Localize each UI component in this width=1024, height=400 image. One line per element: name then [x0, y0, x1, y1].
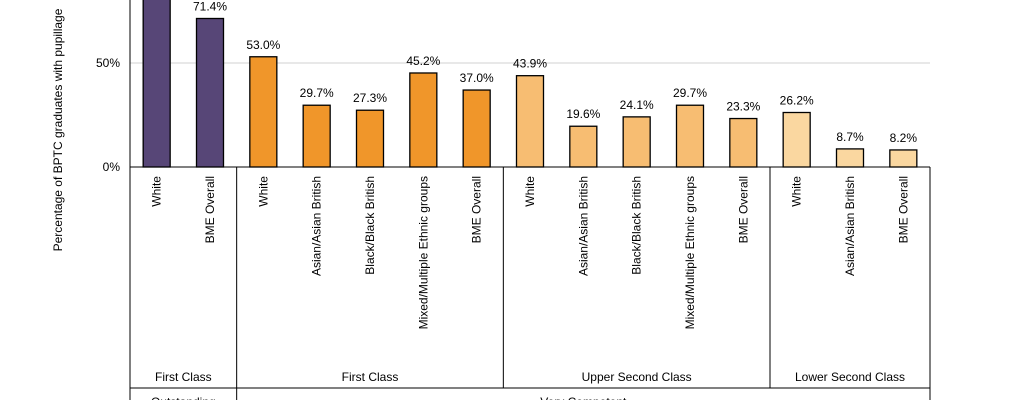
data-label: 24.1% — [620, 98, 654, 112]
y-axis-label: Percentage of BPTC graduates with pupill… — [51, 8, 65, 251]
bar — [355, 109, 385, 168]
category-label: Asian/Asian British — [843, 176, 857, 276]
category-label: Mixed/Multiple Ethnic groups — [683, 176, 697, 329]
category-label: White — [256, 176, 270, 207]
y-tick-label: 0% — [103, 160, 121, 174]
data-label: 43.9% — [513, 57, 547, 71]
bar — [835, 148, 865, 168]
category-label: White — [150, 176, 164, 207]
bar — [622, 116, 651, 168]
bar — [142, 0, 171, 168]
data-label: 29.7% — [300, 86, 334, 100]
bar — [515, 75, 545, 168]
data-label: 27.3% — [353, 91, 387, 105]
category-label: BME Overall — [736, 176, 750, 243]
data-label: 19.6% — [566, 107, 600, 121]
category-label: Black/Black British — [363, 176, 377, 275]
bar — [409, 72, 438, 168]
bar — [782, 111, 811, 168]
data-label: 37.0% — [460, 71, 494, 85]
category-label: Black/Black British — [630, 176, 644, 275]
bar — [462, 89, 491, 168]
data-label: 45.2% — [406, 54, 440, 68]
bar — [889, 149, 918, 168]
degree-group-label: First Class — [342, 370, 399, 384]
category-label: White — [790, 176, 804, 207]
category-label: Asian/Asian British — [576, 176, 590, 276]
y-tick-label: 50% — [96, 56, 120, 70]
category-label: BME Overall — [203, 176, 217, 243]
data-label: 8.7% — [836, 130, 864, 144]
bar — [675, 104, 705, 168]
degree-group-label: First Class — [155, 370, 212, 384]
category-label: BME Overall — [470, 176, 484, 243]
category-label: Asian/Asian British — [310, 176, 324, 276]
data-label: 71.4% — [193, 0, 227, 13]
bar — [302, 104, 331, 168]
bar — [249, 56, 278, 168]
degree-group-label: Upper Second Class — [582, 370, 692, 384]
bar — [729, 117, 758, 168]
degree-group-label: Lower Second Class — [795, 370, 905, 384]
category-label: BME Overall — [896, 176, 910, 243]
data-label: 26.2% — [780, 94, 814, 108]
data-label: 53.0% — [246, 38, 280, 52]
assessment-group-label: Very Competent — [540, 395, 627, 400]
data-label: 29.7% — [673, 86, 707, 100]
bar — [195, 17, 225, 168]
assessment-group-label: Outstanding — [151, 395, 216, 400]
category-label: White — [523, 176, 537, 207]
data-label: 8.2% — [890, 131, 918, 145]
category-label: Mixed/Multiple Ethnic groups — [416, 176, 430, 329]
bar — [569, 125, 598, 168]
data-label: 23.3% — [726, 100, 760, 114]
